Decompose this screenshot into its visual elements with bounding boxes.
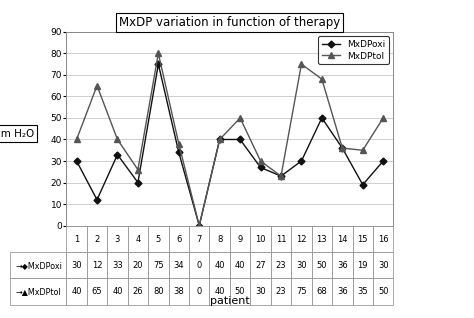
- MxDPtol: [299, 62, 304, 66]
- MxDPoxi: [237, 138, 243, 142]
- MxDPoxi: [135, 181, 141, 184]
- Title: MxDP variation in function of therapy: MxDP variation in function of therapy: [119, 16, 340, 29]
- MxDPoxi: [299, 159, 304, 163]
- Legend: MxDPoxi, MxDPtol: MxDPoxi, MxDPtol: [318, 36, 389, 64]
- MxDPtol: [237, 116, 243, 120]
- MxDPtol: [176, 142, 182, 146]
- MxDPtol: [278, 174, 284, 178]
- MxDPoxi: [217, 138, 222, 142]
- MxDPoxi: [380, 159, 386, 163]
- MxDPoxi: [339, 146, 345, 150]
- MxDPoxi: [94, 198, 100, 202]
- Line: MxDPtol: MxDPtol: [73, 50, 386, 229]
- Text: cm H₂O: cm H₂O: [0, 128, 34, 139]
- MxDPoxi: [258, 166, 264, 169]
- MxDPoxi: [176, 150, 182, 154]
- MxDPtol: [380, 116, 386, 120]
- MxDPoxi: [278, 174, 284, 178]
- MxDPtol: [196, 224, 202, 228]
- MxDPoxi: [155, 62, 161, 66]
- Line: MxDPoxi: MxDPoxi: [74, 62, 386, 228]
- MxDPoxi: [196, 224, 202, 228]
- MxDPtol: [217, 138, 222, 142]
- MxDPtol: [135, 168, 141, 171]
- MxDPtol: [339, 146, 345, 150]
- MxDPtol: [155, 52, 161, 55]
- MxDPoxi: [74, 159, 80, 163]
- MxDPoxi: [115, 153, 120, 156]
- MxDPtol: [74, 138, 80, 142]
- Text: patient: patient: [210, 296, 250, 306]
- MxDPtol: [258, 159, 264, 163]
- MxDPoxi: [360, 183, 365, 187]
- MxDPtol: [115, 138, 120, 142]
- MxDPtol: [360, 148, 365, 152]
- MxDPoxi: [319, 116, 325, 120]
- MxDPtol: [319, 77, 325, 81]
- MxDPtol: [94, 84, 100, 87]
